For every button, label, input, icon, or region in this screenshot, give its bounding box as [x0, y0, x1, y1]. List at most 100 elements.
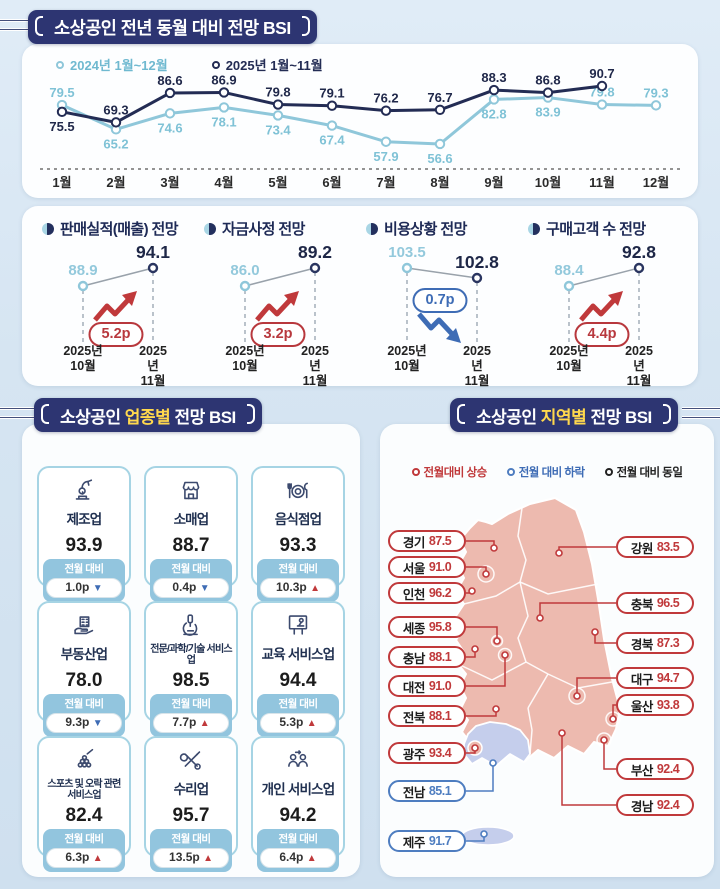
x-axis-label: 11월 [589, 175, 615, 190]
trend-up-icon [577, 290, 627, 331]
industry-change-value: 5.3p [279, 715, 304, 729]
series-line-0 [61, 96, 657, 146]
chart-legend: 2024년 1월~12월 2025년 1월~11월 [56, 55, 323, 74]
region-name: 강원 [630, 541, 654, 556]
education-icon [283, 610, 313, 640]
region-connector [466, 626, 498, 641]
korea-map-svg [455, 497, 621, 846]
region-label-gyeongnam: 경남 92.4 [616, 794, 694, 816]
restaurant-icon [283, 475, 313, 505]
region-value: 87.5 [428, 534, 452, 548]
region-label-daejeon: 대전 91.0 [388, 675, 466, 697]
industry-value: 82.4 [65, 805, 103, 826]
data-label: 86.9 [211, 72, 236, 87]
main-title: 소상공인 전년 동월 대비 전망 BSI [28, 10, 317, 44]
data-point [488, 84, 500, 96]
x-axis-label: 10월 [535, 175, 561, 190]
industry-name: 제조업 [66, 511, 103, 527]
data-label: 76.2 [373, 91, 398, 106]
industry-value: 93.9 [65, 535, 103, 556]
industry-card: 음식점업 93.3 전월 대비 10.3p ▲ [251, 466, 345, 602]
region-name: 서울 [402, 561, 426, 576]
map-jeonnam [463, 721, 531, 767]
deco-lines-top-left [0, 13, 36, 37]
circle-marker-icon [56, 60, 64, 69]
map-region-dot [573, 692, 581, 700]
bullet-icon [42, 222, 54, 235]
industry-card: 제조업 93.9 전월 대비 1.0p ▼ [37, 466, 131, 602]
province-border [457, 661, 527, 681]
kpi-next-value: 89.2 [297, 242, 333, 262]
data-label: 79.1 [319, 86, 344, 101]
industry-change-pill: 9.3p ▼ [46, 713, 122, 733]
kpi-next-date: 2025년 11월 [301, 344, 329, 388]
kpi-prev-date: 2025년 10월 [387, 344, 427, 373]
map-region-dot [501, 651, 509, 659]
industry-change-label: 전월 대비 [171, 698, 211, 710]
data-point [380, 105, 392, 116]
bracket-left-icon [35, 16, 43, 36]
region-value: 91.0 [428, 560, 452, 574]
kpi-prev-date: 2025년 10월 [225, 344, 265, 373]
region-value: 95.8 [428, 620, 452, 634]
region-name: 대구 [630, 672, 654, 687]
kpi-next-date: 2025년 11월 [463, 344, 491, 388]
kpi-card: 자금사정 전망 86.0 89.2 3.2p 2025년 10월 2025년 1… [198, 216, 360, 388]
trend-up-icon [91, 290, 141, 331]
industry-name: 부동산업 [60, 646, 108, 662]
industry-title-text: 소상공인 업종별 전망 BSI [60, 407, 236, 427]
kpi-header: 자금사정 전망 [204, 218, 360, 239]
deco-lines-region-right [682, 401, 720, 425]
map-region-dot [609, 715, 617, 723]
industry-name: 수리업 [173, 781, 210, 797]
region-name: 대전 [402, 680, 426, 695]
kpi-mini-chart: 86.0 89.2 3.2p 2025년 10월 2025년 11월 [206, 242, 352, 388]
data-label: 78.1 [211, 114, 236, 129]
province-border [527, 673, 549, 709]
bracket-right-icon [301, 16, 310, 36]
kpi-next-value: 102.8 [455, 252, 499, 272]
kpi-change-badge: 4.4p [574, 322, 630, 347]
map-region-dot [492, 705, 500, 713]
industry-value: 95.7 [172, 805, 210, 826]
region-connector [466, 655, 506, 687]
industry-change-pill: 7.7p ▲ [153, 713, 229, 733]
x-axis-label: 9월 [484, 175, 503, 190]
industry-change-badge: 전월 대비 5.3p ▲ [257, 694, 339, 737]
data-point [650, 100, 662, 111]
legend-item-down: 전월 대비 하락 [506, 464, 585, 480]
industry-change-value: 10.3p [276, 580, 307, 594]
store-icon [176, 475, 206, 505]
kpi-trend-lines [239, 262, 321, 342]
data-label: 88.3 [481, 70, 506, 85]
down-triangle-icon: ▼ [92, 718, 103, 729]
kpi-next-value: 92.8 [621, 242, 657, 262]
region-name: 충남 [402, 651, 426, 666]
data-label: 75.5 [49, 119, 74, 134]
x-axis-label: 5월 [268, 175, 287, 190]
data-label: 65.2 [103, 136, 128, 151]
bullet-icon [366, 222, 378, 235]
industry-name: 음식점업 [274, 511, 322, 527]
industry-value: 98.5 [172, 670, 210, 691]
region-label-chungbuk: 충북 96.5 [616, 592, 694, 614]
region-label-busan: 부산 92.4 [616, 758, 694, 780]
kpi-header: 판매실적(매출) 전망 [42, 218, 198, 239]
region-panel: 전월대비 상승 전월 대비 하락 전월 대비 동일 경기 87.5 서울 91.0 인천 96… [380, 424, 714, 877]
industry-change-badge: 전월 대비 10.3p ▲ [257, 559, 339, 602]
data-label: 90.7 [589, 66, 614, 81]
metro-border [477, 565, 495, 583]
region-value: 88.1 [428, 650, 452, 664]
industry-change-value: 6.4p [279, 850, 304, 864]
region-value: 83.5 [656, 540, 680, 554]
industry-change-value: 13.5p [169, 850, 200, 864]
kpi-mini-chart: 88.9 94.1 5.2p 2025년 10월 2025년 11월 [44, 242, 190, 388]
data-point [596, 80, 608, 92]
industry-change-value: 0.4p [172, 580, 197, 594]
industry-change-label: 전월 대비 [278, 563, 318, 575]
region-label-seoul: 서울 91.0 [388, 556, 466, 578]
up-triangle-icon: ▲ [92, 853, 103, 864]
industry-card: 교육 서비스업 94.4 전월 대비 5.3p ▲ [251, 601, 345, 737]
x-axis-label: 4월 [214, 175, 233, 190]
kpi-mini-chart: 88.4 92.8 4.4p 2025년 10월 2025년 11월 [530, 242, 676, 388]
